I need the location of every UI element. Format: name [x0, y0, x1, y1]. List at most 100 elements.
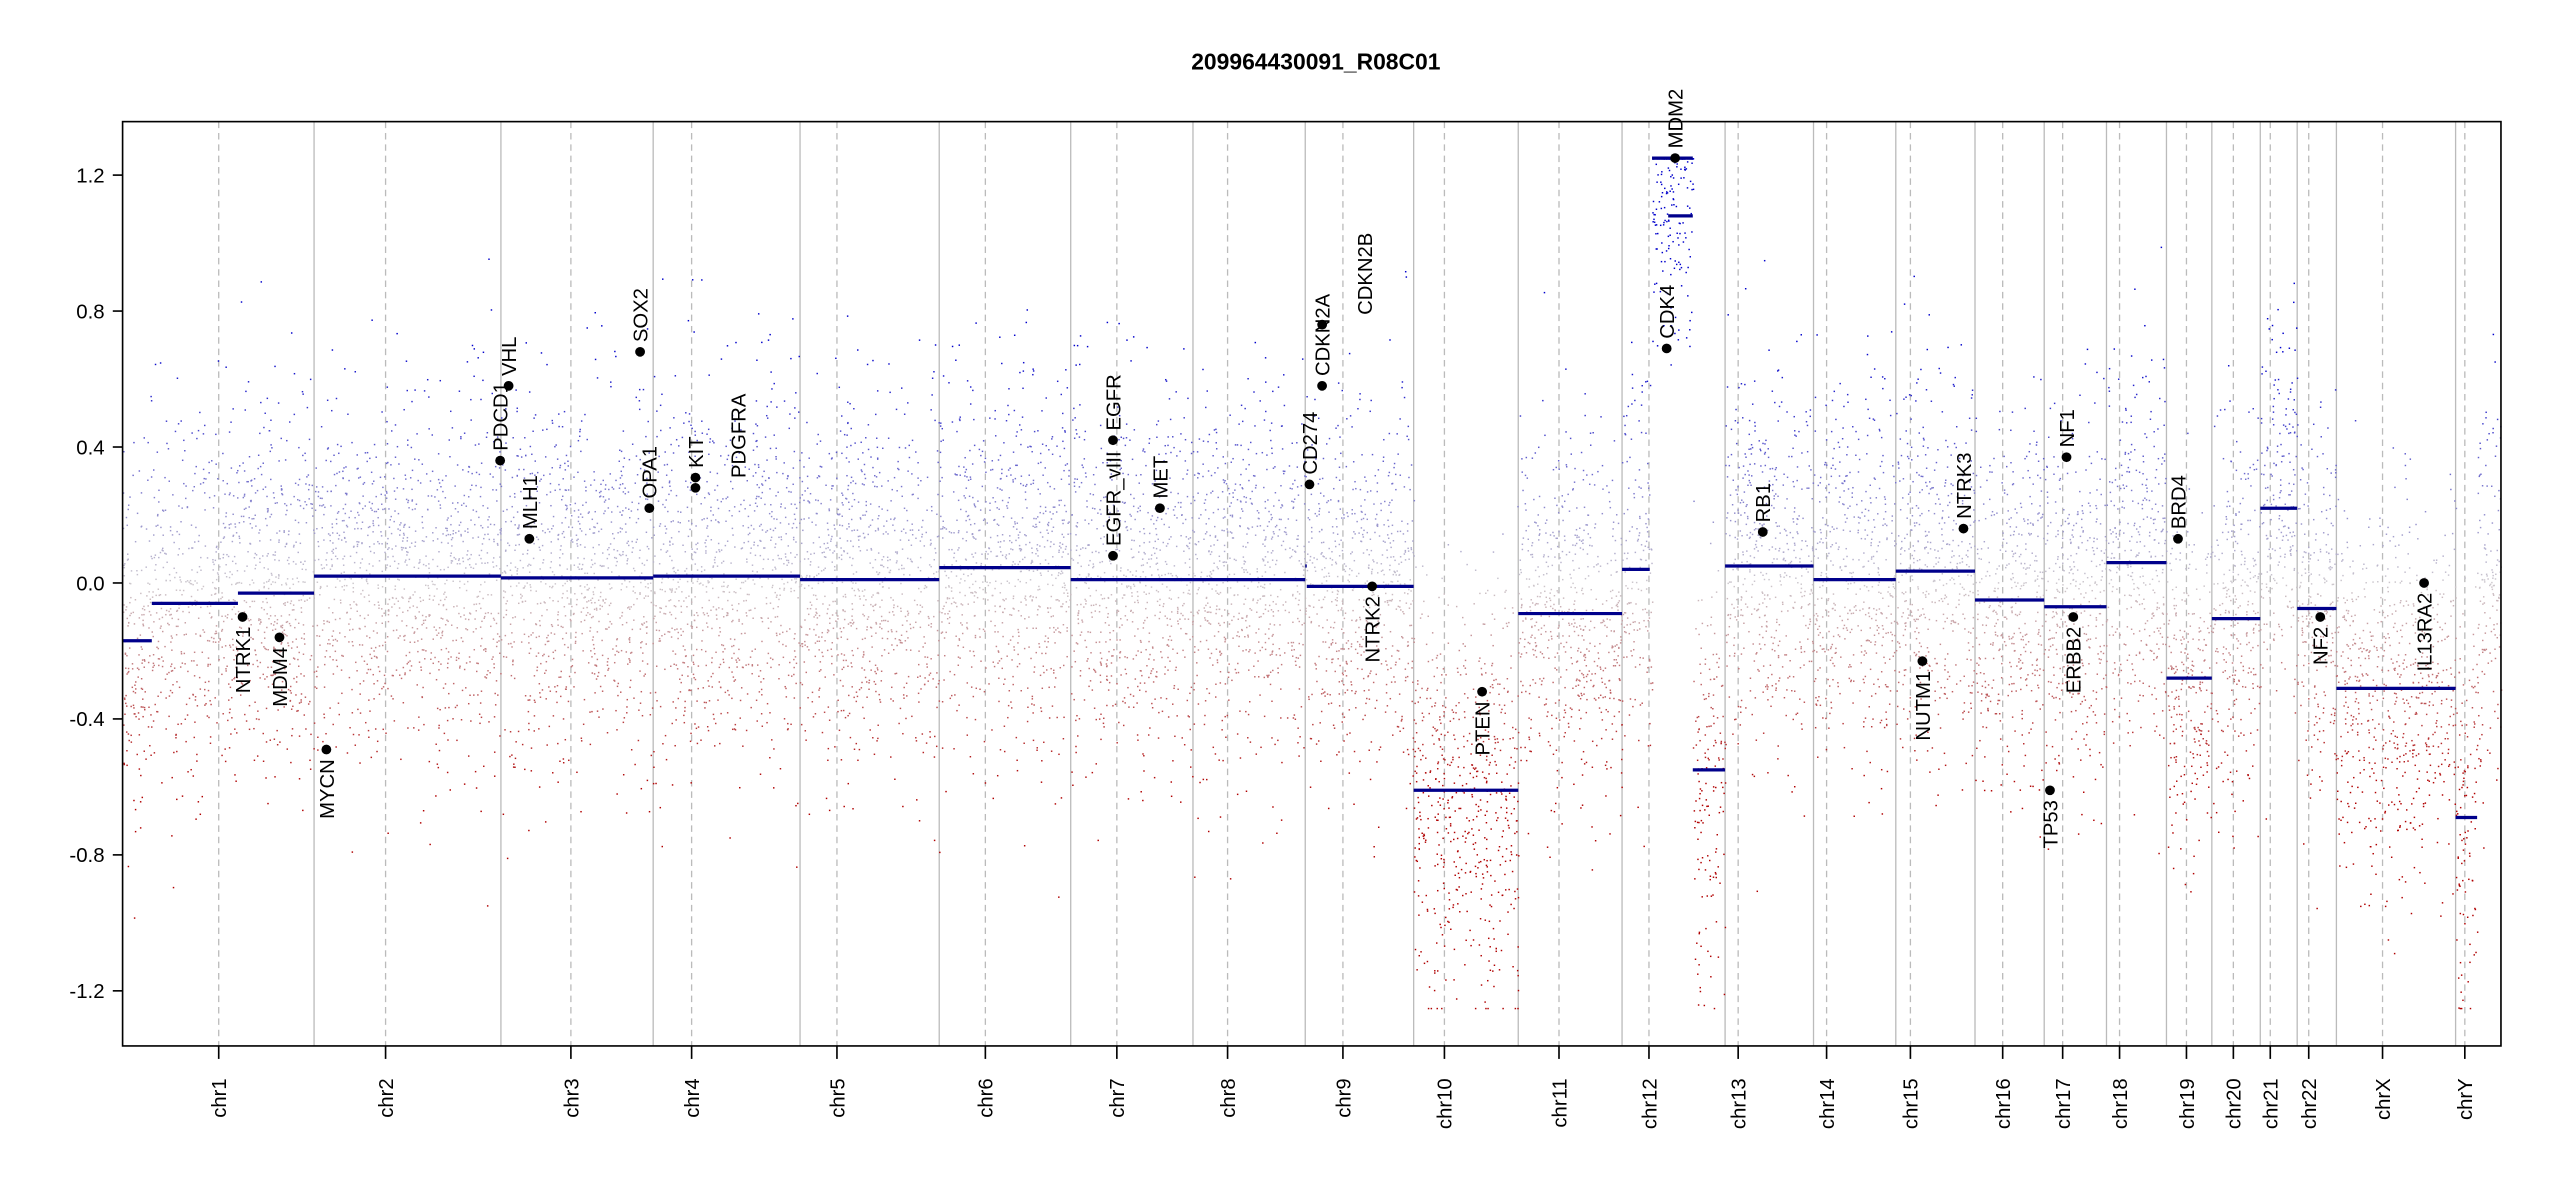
probe-point [335, 522, 338, 525]
probe-point [1012, 451, 1015, 453]
probe-point [682, 645, 685, 647]
probe-point [757, 544, 759, 547]
probe-point [445, 647, 448, 650]
probe-point [714, 561, 716, 564]
probe-point [1008, 497, 1011, 499]
probe-point [865, 500, 868, 503]
probe-point [434, 656, 436, 659]
probe-point [370, 756, 373, 759]
probe-point [567, 465, 570, 467]
probe-point [359, 762, 361, 764]
probe-point [262, 462, 264, 464]
probe-point [958, 530, 960, 532]
probe-point [753, 528, 755, 530]
probe-point [486, 432, 489, 434]
probe-point [794, 582, 797, 584]
probe-point [232, 408, 234, 410]
probe-point [220, 597, 222, 600]
probe-point [269, 516, 271, 518]
probe-point [747, 663, 750, 666]
probe-point [865, 510, 868, 513]
probe-point [240, 689, 243, 692]
probe-point [840, 547, 842, 549]
probe-point [1057, 574, 1060, 577]
probe-point [907, 675, 910, 678]
probe-point [263, 585, 265, 588]
probe-point [409, 669, 411, 672]
probe-point [484, 676, 486, 678]
probe-point [862, 613, 864, 616]
probe-point [670, 613, 673, 616]
probe-point [151, 631, 153, 633]
probe-point [721, 644, 723, 646]
probe-point [195, 604, 197, 606]
probe-point [683, 721, 686, 724]
probe-point [438, 749, 441, 752]
probe-point [309, 768, 312, 770]
probe-point [875, 690, 877, 693]
probe-point [626, 698, 629, 701]
probe-point [373, 552, 375, 554]
probe-point [449, 789, 451, 791]
probe-point [474, 770, 477, 773]
probe-point [639, 670, 641, 672]
probe-point [647, 587, 649, 589]
probe-point [875, 476, 878, 478]
probe-point [666, 463, 669, 466]
probe-point [524, 585, 526, 587]
probe-point [672, 452, 675, 454]
probe-point [169, 529, 172, 532]
probe-point [819, 661, 822, 663]
probe-point [329, 643, 331, 645]
probe-point [1028, 541, 1031, 544]
probe-point [813, 616, 815, 618]
probe-point [1050, 615, 1053, 618]
probe-point [465, 662, 468, 664]
probe-point [1035, 627, 1037, 630]
probe-point [1050, 667, 1052, 670]
probe-point [208, 461, 210, 464]
probe-point [514, 766, 516, 768]
probe-point [622, 553, 624, 556]
probe-point [831, 662, 833, 665]
probe-point [487, 526, 489, 528]
probe-point [936, 513, 938, 516]
probe-point [429, 843, 431, 846]
probe-point [661, 581, 663, 584]
probe-point [691, 279, 694, 281]
probe-point [273, 646, 275, 648]
probe-point [917, 566, 919, 569]
probe-point [899, 539, 902, 541]
probe-point [662, 543, 665, 545]
probe-point [131, 686, 134, 689]
probe-point [954, 694, 956, 696]
probe-point [283, 706, 285, 708]
probe-point [662, 743, 664, 745]
probe-point [768, 477, 770, 480]
probe-point [516, 455, 518, 457]
probe-point [248, 456, 251, 458]
probe-point [1009, 639, 1012, 641]
probe-point [510, 585, 512, 588]
probe-point [675, 719, 677, 721]
probe-point [385, 732, 387, 734]
probe-point [1052, 615, 1055, 617]
probe-point [612, 488, 615, 490]
probe-point [388, 508, 390, 510]
probe-point [418, 562, 420, 564]
probe-point [497, 694, 499, 696]
probe-point [416, 606, 418, 609]
probe-point [767, 339, 770, 341]
probe-point [518, 602, 520, 605]
probe-point [885, 520, 888, 522]
probe-point [988, 609, 990, 612]
probe-point [855, 582, 857, 584]
probe-point [996, 523, 999, 525]
probe-point [671, 588, 673, 590]
probe-point [808, 576, 811, 578]
probe-point [492, 638, 495, 640]
probe-point [761, 620, 764, 623]
probe-point [460, 533, 462, 536]
probe-point [600, 591, 602, 594]
probe-point [234, 526, 237, 528]
